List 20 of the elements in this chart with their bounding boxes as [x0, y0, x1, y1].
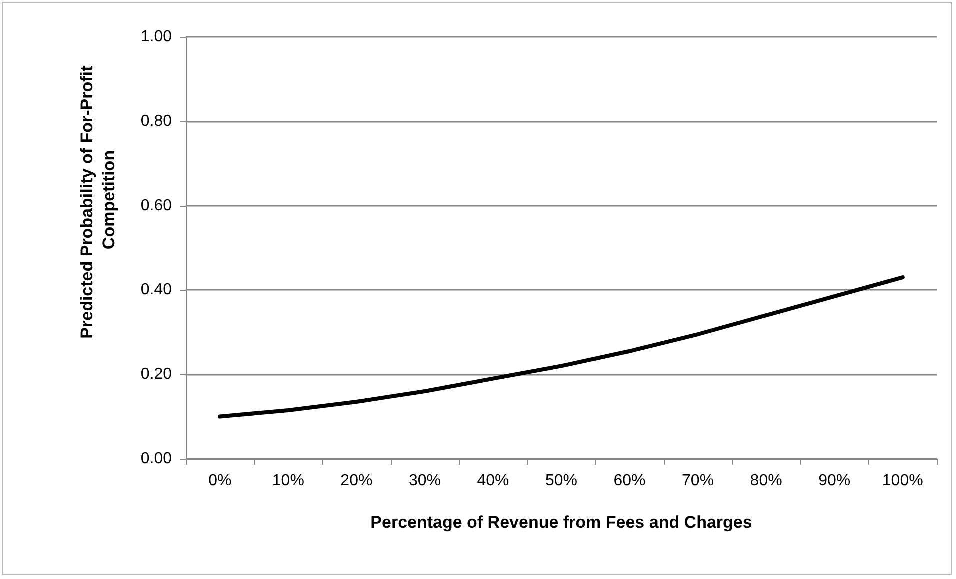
x-tick-label: 30% — [408, 472, 441, 490]
y-tick-label: 1.00 — [140, 28, 172, 46]
line-series — [218, 276, 905, 419]
x-tick-label: 10% — [272, 472, 304, 490]
x-tick-label: 100% — [882, 472, 924, 490]
x-tick-label: 0% — [208, 472, 232, 490]
x-tick-label: 50% — [545, 472, 578, 490]
x-axis-title: Percentage of Revenue from Fees and Charges — [370, 513, 752, 532]
x-tick-label: 90% — [818, 472, 851, 490]
x-tick-label: 80% — [750, 472, 782, 490]
x-tick-label: 70% — [682, 472, 714, 490]
y-axis-title: Predicted Probability of For-Profit Competition — [78, 61, 118, 339]
y-tick-label: 0.00 — [140, 450, 172, 468]
y-tick-label: 0.40 — [140, 282, 172, 299]
y-tick-label: 0.80 — [140, 112, 172, 130]
x-tick-label: 60% — [614, 472, 646, 490]
y-tick-label: 0.20 — [140, 366, 172, 384]
x-tick-label: 40% — [477, 472, 510, 490]
y-tick-label: 0.60 — [140, 197, 172, 214]
x-tick-label: 20% — [340, 472, 373, 490]
